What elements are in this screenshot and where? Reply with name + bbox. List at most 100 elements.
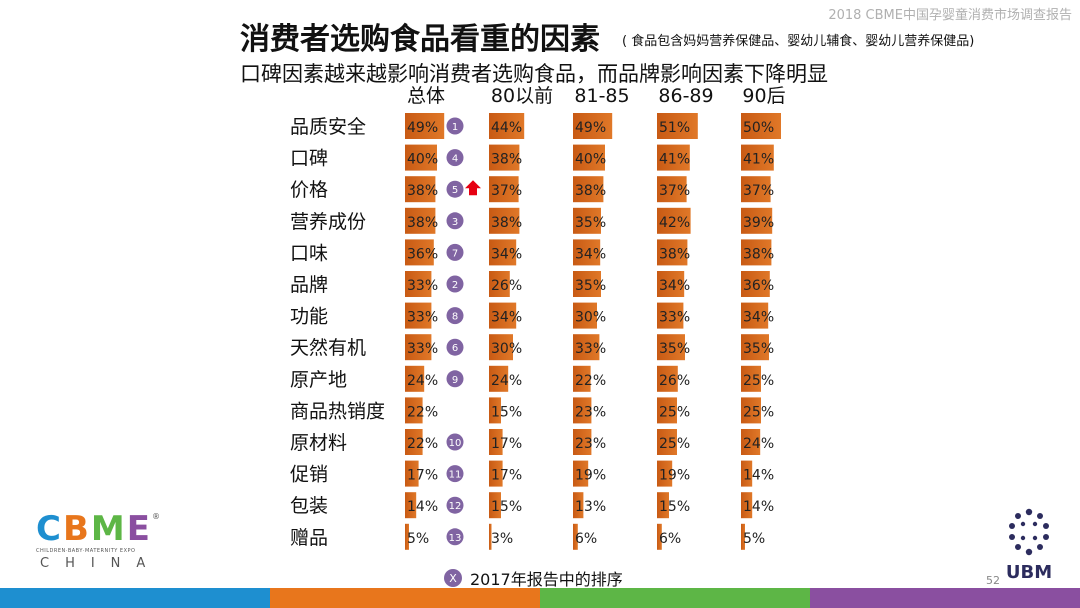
- rank-number-1: 4: [452, 154, 458, 165]
- bar-0-10: [405, 429, 423, 455]
- bar-1-3: [489, 207, 520, 234]
- bar-1-4: [489, 239, 517, 266]
- page-number: 52: [986, 574, 1000, 587]
- bar-2-2: [573, 176, 604, 203]
- bar-label-3-12: 15%: [659, 499, 690, 515]
- rank-circle-10: [446, 433, 464, 451]
- bar-label-4-7: 35%: [743, 341, 774, 357]
- logo-tagline: CHILDREN·BABY·MATERNITY EXPO: [36, 548, 136, 554]
- bar-2-0: [573, 113, 613, 139]
- bottom-bar-segment-orange: [270, 588, 540, 608]
- bar-label-2-8: 22%: [575, 373, 606, 389]
- title-note: ( 食品包含妈妈营养保健品、婴幼儿辅食、婴幼儿营养保健品): [622, 34, 975, 49]
- bar-4-6: [741, 302, 769, 329]
- bar-label-1-3: 38%: [491, 215, 522, 231]
- bar-label-2-0: 49%: [575, 120, 606, 136]
- series-header-3: 86-89: [658, 85, 713, 107]
- bar-label-3-11: 19%: [659, 468, 690, 484]
- bar-2-11: [573, 460, 589, 487]
- bar-1-9: [489, 397, 501, 424]
- bar-label-1-8: 24%: [491, 373, 522, 389]
- bar-label-0-3: 38%: [407, 215, 438, 231]
- bar-label-1-7: 30%: [491, 341, 522, 357]
- bar-1-0: [489, 113, 525, 139]
- bar-label-3-4: 38%: [659, 246, 690, 262]
- bar-label-0-4: 36%: [407, 246, 438, 262]
- rank-number-11: 11: [449, 470, 462, 481]
- bar-0-4: [405, 239, 434, 266]
- category-label-9: 商品热销度: [290, 400, 385, 422]
- bar-label-0-12: 14%: [407, 499, 438, 515]
- bar-0-7: [405, 334, 432, 361]
- bar-label-4-4: 38%: [743, 246, 774, 262]
- bar-1-5: [489, 271, 510, 297]
- rank-number-2: 5: [452, 185, 458, 196]
- rank-number-10: 10: [449, 438, 462, 449]
- bar-label-3-9: 25%: [659, 404, 690, 420]
- ubm-dots-icon: [1009, 508, 1049, 556]
- bar-label-2-7: 33%: [575, 341, 606, 357]
- bar-label-4-12: 14%: [743, 499, 774, 515]
- bar-label-0-2: 38%: [407, 183, 438, 199]
- logo-letter-m: M: [90, 509, 125, 549]
- bar-2-7: [573, 334, 600, 361]
- bar-3-0: [657, 113, 698, 139]
- bar-0-12: [405, 492, 417, 519]
- bottom-bar-segment-purple: [810, 588, 1080, 608]
- bar-label-3-7: 35%: [659, 341, 690, 357]
- bar-2-8: [573, 365, 591, 392]
- category-label-7: 天然有机: [290, 337, 366, 359]
- bar-1-13: [489, 523, 492, 550]
- bar-label-3-3: 42%: [659, 215, 690, 231]
- report-name: 2018 CBME中国孕婴童消费市场调查报告: [828, 8, 1072, 23]
- bar-0-8: [405, 365, 425, 392]
- rank-number-8: 9: [452, 375, 458, 386]
- bar-4-8: [741, 365, 761, 392]
- bar-label-2-5: 35%: [575, 278, 606, 294]
- legend-label: 2017年报告中的排序: [470, 570, 623, 589]
- bar-label-4-10: 24%: [743, 436, 774, 452]
- logo-letter-e: E: [126, 509, 150, 549]
- bar-1-7: [489, 334, 513, 361]
- bar-label-1-12: 15%: [491, 499, 522, 515]
- bottom-color-bar: [0, 588, 1080, 608]
- bar-4-13: [741, 523, 745, 550]
- bar-4-9: [741, 397, 761, 424]
- bar-3-3: [657, 207, 691, 234]
- rank-up-arrow-icon: [465, 180, 481, 196]
- logo-registered: ®: [151, 512, 160, 521]
- bar-4-11: [741, 460, 753, 487]
- bar-label-0-0: 49%: [407, 120, 438, 136]
- bar-label-3-13: 6%: [659, 531, 681, 547]
- bar-label-3-5: 34%: [659, 278, 690, 294]
- bottom-bar-segment-green: [540, 588, 810, 608]
- bar-label-1-10: 17%: [491, 436, 522, 452]
- bar-label-3-10: 25%: [659, 436, 690, 452]
- bar-label-0-8: 24%: [407, 373, 438, 389]
- bar-0-0: [405, 113, 445, 139]
- bar-label-1-2: 37%: [491, 183, 522, 199]
- bottom-bar-segment-blue: [0, 588, 270, 608]
- category-label-1: 口碑: [290, 148, 328, 170]
- page-title: 消费者选购食品看重的因素: [240, 22, 600, 57]
- rank-circle-3: [446, 212, 464, 230]
- bar-label-0-1: 40%: [407, 152, 438, 168]
- bar-label-0-6: 33%: [407, 310, 438, 326]
- bar-4-4: [741, 239, 772, 266]
- bar-4-0: [741, 113, 781, 139]
- category-label-11: 促销: [290, 464, 328, 486]
- category-label-13: 赠品: [290, 527, 328, 549]
- rank-circle-7: [446, 338, 464, 356]
- rank-number-5: 2: [452, 280, 458, 291]
- bar-label-1-5: 26%: [491, 278, 522, 294]
- rank-circle-5: [446, 275, 464, 293]
- bar-label-0-11: 17%: [407, 468, 438, 484]
- category-label-6: 功能: [290, 306, 328, 328]
- series-header-1: 80以前: [491, 85, 553, 107]
- cbme-logo: C B M E ® CHILDREN·BABY·MATERNITY EXPO C…: [36, 512, 166, 574]
- rank-circle-6: [446, 307, 464, 325]
- bar-label-1-13: 3%: [491, 531, 513, 547]
- rank-number-3: 3: [452, 217, 458, 228]
- category-label-5: 品牌: [290, 274, 328, 296]
- bar-label-2-10: 23%: [575, 436, 606, 452]
